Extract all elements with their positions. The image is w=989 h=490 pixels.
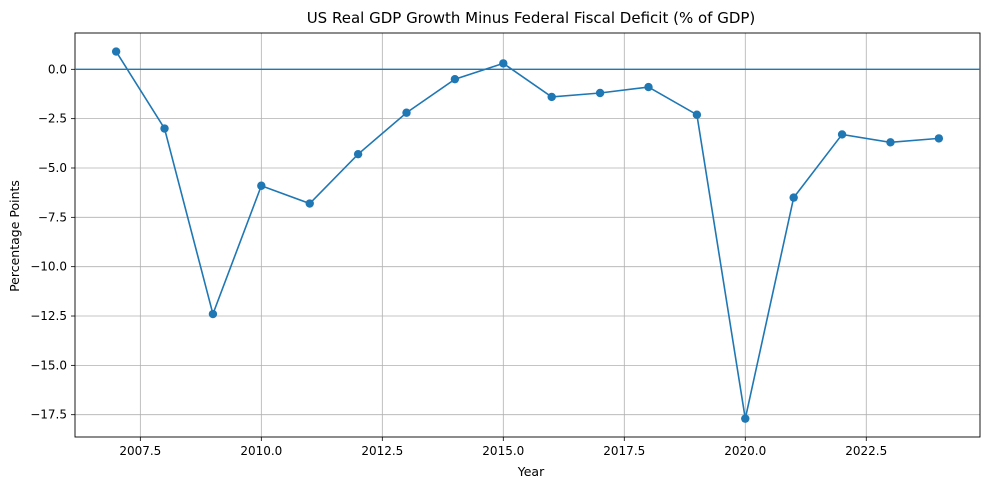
data-point	[111, 47, 121, 56]
data-point	[160, 124, 169, 133]
plot-frame	[74, 32, 981, 438]
data-point	[837, 130, 847, 139]
y-tick-label: −15.0	[30, 358, 67, 372]
data-point	[789, 193, 798, 202]
y-tick-label: −7.5	[38, 210, 67, 224]
x-tick-label: 2017.5	[603, 444, 645, 458]
x-tick-label: 2020.0	[724, 444, 766, 458]
series-line	[115, 51, 939, 419]
data-point	[257, 181, 266, 190]
data-point	[208, 309, 218, 319]
data-point	[644, 82, 653, 92]
y-axis-label: Percentage Points	[7, 180, 22, 292]
x-tick-label: 2010.0	[240, 444, 282, 458]
data-point	[402, 108, 411, 117]
data-point	[353, 149, 363, 159]
data-point	[499, 59, 508, 68]
data-point	[741, 414, 750, 423]
x-tick-label: 2015.0	[482, 444, 524, 458]
series-group	[111, 47, 944, 423]
y-tick-label: −17.5	[30, 408, 67, 422]
y-tick-label: −10.0	[30, 260, 67, 274]
data-point	[595, 88, 605, 98]
y-tick-label: −2.5	[38, 112, 67, 126]
y-tick-label: 0.0	[48, 62, 67, 76]
x-tick-label: 2022.5	[845, 444, 887, 458]
y-tick-label: −12.5	[30, 309, 67, 323]
axes	[71, 32, 981, 441]
grid	[75, 33, 980, 437]
data-point	[547, 92, 556, 102]
y-tick-label: −5.0	[38, 161, 67, 175]
x-tick-label: 2012.5	[361, 444, 403, 458]
data-point	[692, 110, 702, 119]
data-point	[450, 74, 460, 84]
data-point	[934, 134, 944, 143]
data-point	[886, 138, 895, 147]
tick-labels: 2007.5 2010.0 2012.5 2015.0 2017.5 2020.0 2022…	[30, 62, 887, 458]
x-tick-label: 2007.5	[119, 444, 161, 458]
data-point	[305, 199, 314, 208]
x-axis-label: Year	[517, 464, 545, 479]
chart-title: US Real GDP Growth Minus Federal Fiscal …	[307, 9, 756, 27]
